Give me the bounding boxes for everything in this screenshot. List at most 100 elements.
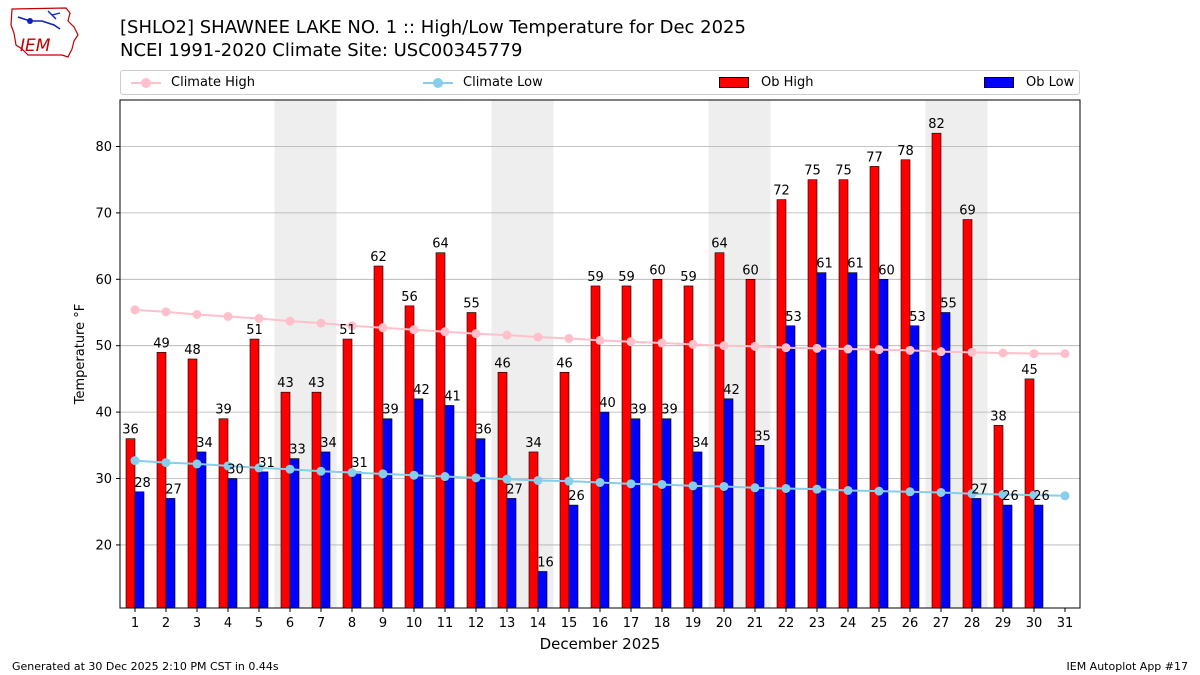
label-ob-low-29: 26 bbox=[1002, 489, 1019, 504]
label-ob-low-8: 31 bbox=[351, 456, 368, 471]
ytick-label-50: 50 bbox=[95, 339, 112, 354]
bar-ob-low-30 bbox=[1033, 504, 1044, 609]
xtick-label-23: 23 bbox=[809, 616, 826, 631]
climate-low-point-1 bbox=[130, 456, 140, 466]
bar-ob-high-14 bbox=[528, 451, 539, 609]
xtick-label-4: 4 bbox=[224, 616, 232, 631]
climate-low-point-19 bbox=[688, 481, 698, 491]
xtick-label-24: 24 bbox=[840, 616, 857, 631]
label-ob-high-3: 48 bbox=[184, 343, 201, 358]
chart-subtitle: NCEI 1991-2020 Climate Site: USC00345779 bbox=[120, 40, 523, 61]
label-ob-high-21: 60 bbox=[742, 263, 759, 278]
bar-ob-high-17 bbox=[621, 285, 632, 609]
legend-climate-low-marker bbox=[423, 77, 453, 88]
label-ob-high-17: 59 bbox=[618, 270, 635, 285]
xtick-label-25: 25 bbox=[871, 616, 888, 631]
xtick-label-22: 22 bbox=[778, 616, 795, 631]
bar-ob-low-21 bbox=[754, 445, 765, 609]
climate-high-point-21 bbox=[750, 341, 760, 351]
label-ob-low-24: 61 bbox=[847, 257, 864, 272]
bar-ob-high-16 bbox=[590, 285, 601, 609]
bar-ob-low-22 bbox=[785, 325, 796, 609]
bar-ob-low-8 bbox=[351, 471, 362, 609]
bar-ob-high-24 bbox=[838, 179, 849, 609]
xtick-label-29: 29 bbox=[995, 616, 1012, 631]
bar-ob-high-18 bbox=[652, 278, 663, 609]
bar-ob-low-2 bbox=[165, 498, 176, 609]
footer-app: IEM Autoplot App #17 bbox=[1066, 660, 1189, 673]
xtick-label-30: 30 bbox=[1026, 616, 1043, 631]
legend-ob-high: Ob High bbox=[719, 71, 814, 94]
bar-ob-high-7 bbox=[311, 391, 322, 609]
bar-ob-high-11 bbox=[435, 252, 446, 609]
bar-ob-high-2 bbox=[156, 352, 167, 609]
ytick-label-80: 80 bbox=[95, 140, 112, 155]
climate-low-point-12 bbox=[471, 473, 481, 483]
climate-low-point-21 bbox=[750, 483, 760, 493]
climate-low-point-6 bbox=[285, 464, 295, 474]
label-ob-low-2: 27 bbox=[165, 482, 182, 497]
label-ob-low-26: 53 bbox=[909, 310, 926, 325]
climate-low-point-31 bbox=[1060, 491, 1070, 501]
label-ob-high-1: 36 bbox=[122, 423, 139, 438]
bar-ob-high-25 bbox=[869, 166, 880, 609]
xtick-label-12: 12 bbox=[468, 616, 485, 631]
label-ob-low-9: 39 bbox=[382, 403, 399, 418]
bar-ob-low-1 bbox=[134, 491, 145, 609]
xtick-label-15: 15 bbox=[561, 616, 578, 631]
climate-high-point-7 bbox=[316, 318, 326, 328]
climate-high-point-15 bbox=[564, 333, 574, 343]
ytick-label-40: 40 bbox=[95, 406, 112, 421]
bar-ob-low-18 bbox=[661, 418, 672, 609]
bar-ob-high-5 bbox=[249, 338, 260, 609]
bar-ob-high-3 bbox=[187, 358, 198, 609]
bar-ob-high-4 bbox=[218, 418, 229, 609]
bar-ob-high-22 bbox=[776, 199, 787, 609]
climate-high-point-13 bbox=[502, 330, 512, 340]
climate-high-point-3 bbox=[192, 309, 202, 319]
xtick-label-3: 3 bbox=[193, 616, 201, 631]
climate-high-point-12 bbox=[471, 329, 481, 339]
bar-ob-high-12 bbox=[466, 312, 477, 609]
xtick-label-20: 20 bbox=[716, 616, 733, 631]
climate-high-point-23 bbox=[812, 343, 822, 353]
climate-high-point-31 bbox=[1060, 349, 1070, 359]
label-ob-low-7: 34 bbox=[320, 436, 337, 451]
xtick-label-5: 5 bbox=[255, 616, 263, 631]
xtick-label-14: 14 bbox=[530, 616, 547, 631]
label-ob-high-13: 46 bbox=[494, 356, 511, 371]
label-ob-high-15: 46 bbox=[556, 356, 573, 371]
label-ob-low-10: 42 bbox=[413, 383, 430, 398]
legend: Climate High Climate Low Ob High Ob Low bbox=[120, 70, 1080, 95]
legend-ob-high-label: Ob High bbox=[761, 75, 814, 90]
bar-ob-low-4 bbox=[227, 478, 238, 609]
climate-high-point-16 bbox=[595, 335, 605, 345]
climate-high-point-4 bbox=[223, 311, 233, 321]
climate-low-point-22 bbox=[781, 483, 791, 493]
chart-title: [SHLO2] SHAWNEE LAKE NO. 1 :: High/Low T… bbox=[120, 17, 746, 38]
climate-low-point-11 bbox=[440, 472, 450, 482]
label-ob-low-18: 39 bbox=[661, 403, 678, 418]
climate-high-point-9 bbox=[378, 323, 388, 333]
label-ob-high-2: 49 bbox=[153, 336, 170, 351]
xtick-label-10: 10 bbox=[406, 616, 423, 631]
label-ob-high-30: 45 bbox=[1021, 363, 1038, 378]
climate-high-point-1 bbox=[130, 305, 140, 315]
bar-ob-low-6 bbox=[289, 458, 300, 609]
bar-ob-low-13 bbox=[506, 498, 517, 609]
footer-generated: Generated at 30 Dec 2025 2:10 PM CST in … bbox=[12, 660, 279, 673]
xtick-label-8: 8 bbox=[348, 616, 356, 631]
bar-ob-low-9 bbox=[382, 418, 393, 609]
climate-low-point-7 bbox=[316, 466, 326, 476]
xtick-label-7: 7 bbox=[317, 616, 325, 631]
climate-high-point-19 bbox=[688, 339, 698, 349]
xtick-label-28: 28 bbox=[964, 616, 981, 631]
bar-ob-low-28 bbox=[971, 498, 982, 609]
bar-ob-high-10 bbox=[404, 305, 415, 609]
xtick-label-2: 2 bbox=[162, 616, 170, 631]
bar-ob-low-29 bbox=[1002, 504, 1013, 609]
legend-ob-low: Ob Low bbox=[984, 71, 1074, 94]
legend-ob-low-swatch bbox=[984, 77, 1014, 88]
label-ob-low-27: 55 bbox=[940, 296, 957, 311]
climate-low-point-9 bbox=[378, 469, 388, 479]
